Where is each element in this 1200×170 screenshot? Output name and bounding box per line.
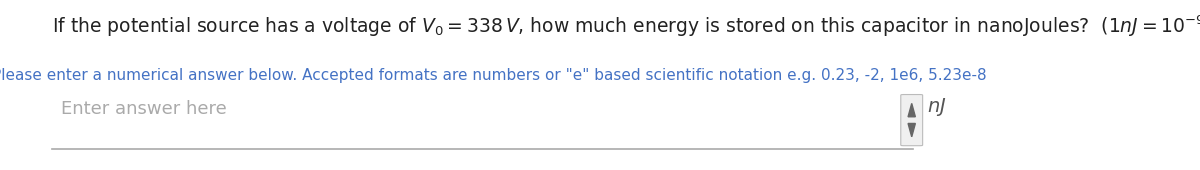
FancyBboxPatch shape: [901, 95, 923, 146]
Polygon shape: [908, 103, 916, 117]
Polygon shape: [908, 123, 916, 137]
Text: Please enter a numerical answer below. Accepted formats are numbers or "e" based: Please enter a numerical answer below. A…: [0, 68, 986, 83]
Text: If the potential source has a voltage of $V_0 = 338\,V$, how much energy is stor: If the potential source has a voltage of…: [52, 13, 1200, 39]
Text: $nJ$: $nJ$: [928, 96, 947, 118]
Text: Enter answer here: Enter answer here: [61, 100, 227, 118]
